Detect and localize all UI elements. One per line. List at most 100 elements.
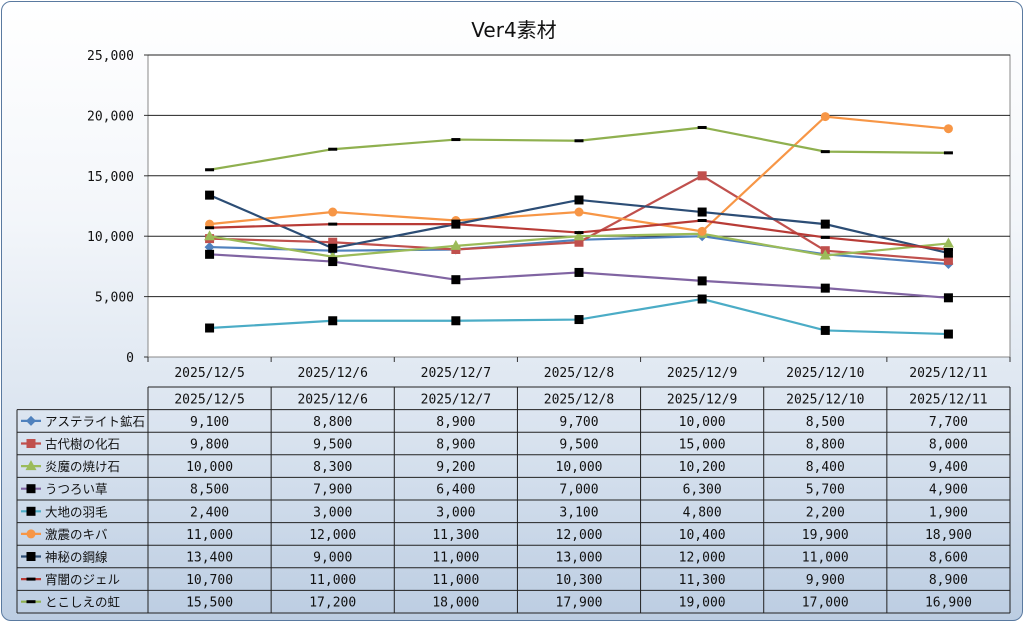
table-value-cell: 8,000 bbox=[929, 438, 968, 453]
data-point bbox=[451, 222, 461, 226]
y-tick-label: 5,000 bbox=[95, 291, 134, 306]
legend-entry: 大地の羽毛 bbox=[45, 504, 108, 519]
table-value-cell: 10,700 bbox=[186, 573, 233, 588]
table-value-cell: 18,900 bbox=[925, 528, 972, 543]
data-point bbox=[451, 275, 461, 285]
data-point bbox=[943, 329, 953, 339]
legend-key-marker bbox=[26, 529, 36, 539]
table-value-cell: 9,400 bbox=[929, 460, 968, 475]
data-point bbox=[697, 276, 707, 286]
x-tick-label: 2025/12/9 bbox=[667, 366, 737, 381]
table-value-cell: 18,000 bbox=[432, 596, 479, 611]
data-point bbox=[205, 190, 215, 200]
legend-entry: 古代樹の化石 bbox=[45, 437, 120, 452]
table-value-cell: 9,100 bbox=[190, 415, 229, 430]
y-tick-label: 25,000 bbox=[87, 49, 134, 64]
data-point bbox=[943, 255, 953, 265]
data-point bbox=[574, 315, 584, 325]
chart-title: Ver4素材 bbox=[471, 18, 557, 42]
table-value-cell: 9,800 bbox=[190, 438, 229, 453]
table-header-cell: 2025/12/10 bbox=[786, 392, 864, 407]
legend-entry: うつろい草 bbox=[45, 482, 108, 497]
data-point bbox=[697, 171, 707, 181]
table-value-cell: 11,000 bbox=[802, 551, 849, 566]
data-point bbox=[328, 147, 338, 151]
table-value-cell: 10,000 bbox=[679, 415, 726, 430]
table-value-cell: 13,000 bbox=[556, 551, 603, 566]
table-value-cell: 12,000 bbox=[679, 551, 726, 566]
plot-background bbox=[147, 54, 1011, 358]
table-value-cell: 8,500 bbox=[806, 415, 845, 430]
data-point bbox=[942, 237, 954, 248]
table-header-cell: 2025/12/8 bbox=[544, 392, 614, 407]
table-value-cell: 8,900 bbox=[436, 415, 475, 430]
table-value-cell: 17,000 bbox=[802, 596, 849, 611]
table-value-cell: 19,000 bbox=[679, 596, 726, 611]
table-value-cell: 6,400 bbox=[436, 483, 475, 498]
table-value-cell: 11,000 bbox=[309, 573, 356, 588]
data-point bbox=[328, 257, 338, 267]
data-point bbox=[697, 294, 707, 304]
x-tick-label: 2025/12/7 bbox=[421, 366, 491, 381]
x-tick-label: 2025/12/6 bbox=[297, 366, 367, 381]
table-value-cell: 9,000 bbox=[313, 551, 352, 566]
table-value-cell: 16,900 bbox=[925, 596, 972, 611]
data-point bbox=[450, 239, 462, 250]
table-value-cell: 15,500 bbox=[186, 596, 233, 611]
y-tick-label: 0 bbox=[126, 351, 134, 366]
table-value-cell: 8,400 bbox=[806, 460, 845, 475]
table-value-cell: 8,600 bbox=[929, 551, 968, 566]
table-value-cell: 8,900 bbox=[436, 438, 475, 453]
table-value-cell: 4,900 bbox=[929, 483, 968, 498]
table-value-cell: 17,200 bbox=[309, 596, 356, 611]
data-point bbox=[328, 222, 338, 226]
data-point bbox=[943, 151, 953, 155]
y-tick-label: 15,000 bbox=[87, 170, 134, 185]
table-value-cell: 3,100 bbox=[559, 505, 598, 520]
table-value-cell: 3,000 bbox=[436, 505, 475, 520]
legend-entry: とこしえの虹 bbox=[45, 595, 121, 610]
legend-key-marker bbox=[26, 577, 36, 581]
data-point bbox=[205, 226, 215, 230]
data-point bbox=[943, 124, 953, 134]
table-value-cell: 7,000 bbox=[559, 483, 598, 498]
data-point bbox=[820, 112, 830, 122]
table-value-cell: 1,900 bbox=[929, 505, 968, 520]
table-value-cell: 11,000 bbox=[432, 573, 479, 588]
data-point bbox=[573, 230, 585, 241]
data-point bbox=[697, 226, 707, 236]
table-value-cell: 10,000 bbox=[186, 460, 233, 475]
data-point bbox=[943, 293, 953, 303]
table-value-cell: 4,800 bbox=[683, 505, 722, 520]
data-point bbox=[820, 325, 830, 335]
table-value-cell: 8,900 bbox=[929, 573, 968, 588]
table-value-cell: 8,800 bbox=[806, 438, 845, 453]
x-tick-label: 2025/12/10 bbox=[786, 366, 864, 381]
data-point bbox=[574, 231, 584, 235]
table-value-cell: 11,300 bbox=[432, 528, 479, 543]
table-value-cell: 11,000 bbox=[186, 528, 233, 543]
table-value-cell: 10,000 bbox=[556, 460, 603, 475]
legend-entry: 神秘の鋼線 bbox=[45, 550, 108, 565]
data-point bbox=[205, 323, 215, 333]
table-value-cell: 10,200 bbox=[679, 460, 726, 475]
table-value-cell: 2,200 bbox=[806, 505, 845, 520]
data-point bbox=[204, 230, 216, 241]
data-point bbox=[451, 138, 461, 142]
table-value-cell: 6,300 bbox=[683, 483, 722, 498]
y-tick-label: 20,000 bbox=[87, 109, 134, 124]
data-point bbox=[574, 267, 584, 277]
data-point bbox=[943, 248, 953, 258]
y-tick-label: 10,000 bbox=[87, 230, 134, 245]
table-value-cell: 10,400 bbox=[679, 528, 726, 543]
data-point bbox=[451, 316, 461, 326]
legend-entry: 激震のキバ bbox=[45, 527, 108, 542]
table-value-cell: 10,300 bbox=[556, 573, 603, 588]
data-point bbox=[697, 218, 707, 222]
table-header-cell: 2025/12/5 bbox=[174, 392, 244, 407]
data-point bbox=[205, 249, 215, 259]
data-point bbox=[697, 207, 707, 217]
table-value-cell: 7,700 bbox=[929, 415, 968, 430]
